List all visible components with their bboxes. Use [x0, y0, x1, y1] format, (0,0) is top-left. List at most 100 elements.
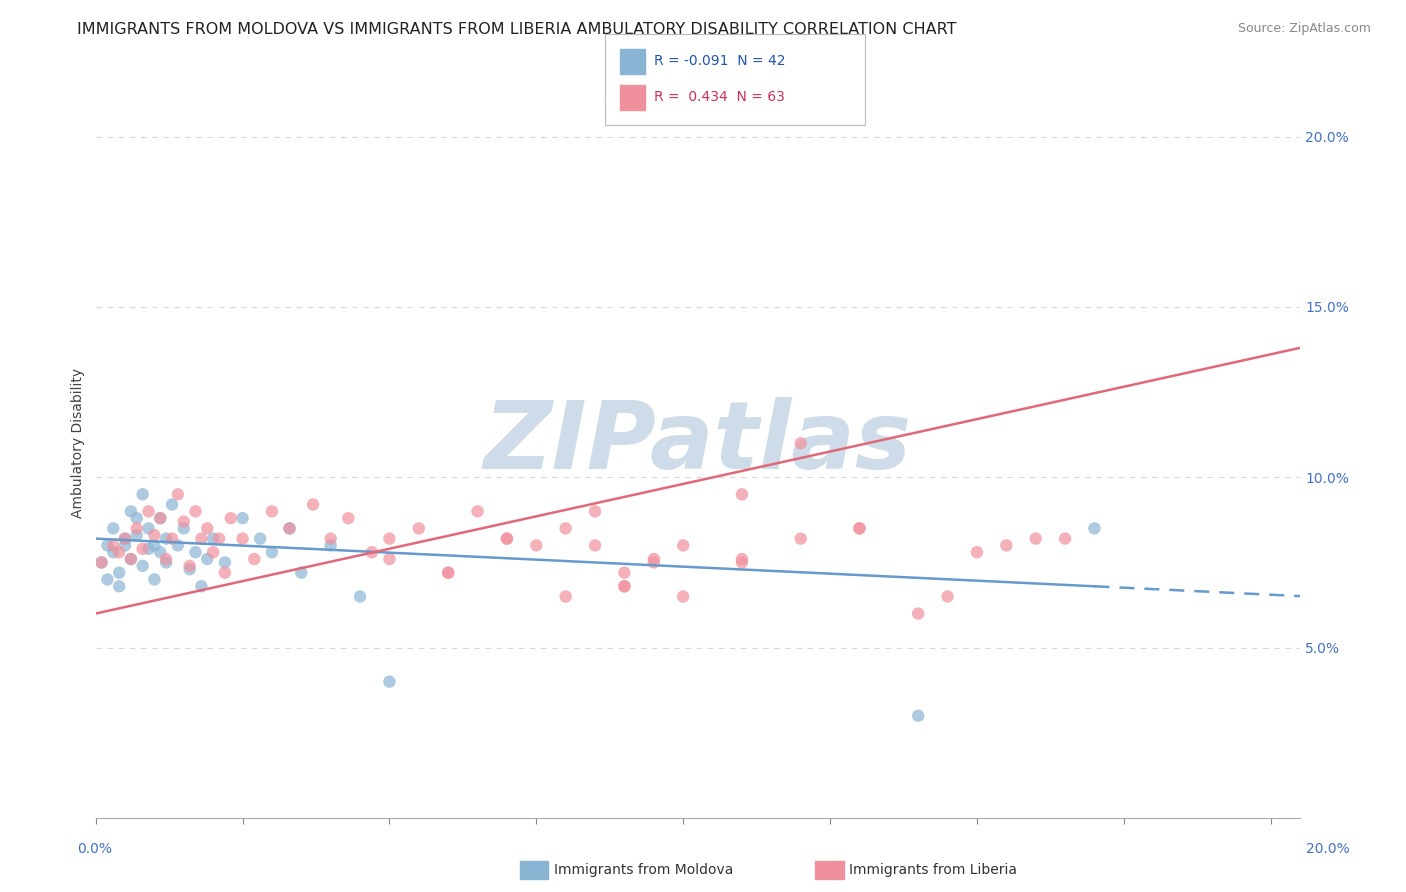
Point — [131, 487, 153, 501]
Point — [337, 511, 360, 525]
Point — [907, 607, 929, 621]
Text: Immigrants from Liberia: Immigrants from Liberia — [849, 863, 1017, 877]
Point — [848, 521, 870, 535]
Point — [114, 532, 136, 546]
Point — [125, 521, 148, 535]
Point — [173, 521, 195, 535]
Point — [160, 532, 183, 546]
Text: R = -0.091  N = 42: R = -0.091 N = 42 — [654, 54, 786, 69]
Point — [214, 556, 236, 570]
Point — [184, 504, 207, 518]
Point — [319, 538, 342, 552]
Point — [195, 521, 218, 535]
Point — [1054, 532, 1077, 546]
Point — [90, 556, 112, 570]
Point — [319, 532, 342, 546]
Text: IMMIGRANTS FROM MOLDOVA VS IMMIGRANTS FROM LIBERIA AMBULATORY DISABILITY CORRELA: IMMIGRANTS FROM MOLDOVA VS IMMIGRANTS FR… — [77, 22, 957, 37]
Point — [672, 538, 695, 552]
Point — [103, 538, 125, 552]
Point — [143, 573, 166, 587]
Text: 20.0%: 20.0% — [1306, 842, 1350, 856]
Point — [643, 556, 665, 570]
Point — [103, 545, 125, 559]
Point — [290, 566, 312, 580]
Point — [583, 538, 606, 552]
Point — [202, 545, 225, 559]
Point — [114, 532, 136, 546]
Point — [96, 538, 118, 552]
Point — [232, 511, 254, 525]
Point — [360, 545, 382, 559]
Point — [120, 504, 142, 518]
Text: Immigrants from Moldova: Immigrants from Moldova — [554, 863, 734, 877]
Point — [408, 521, 430, 535]
Point — [149, 511, 172, 525]
Point — [143, 538, 166, 552]
Point — [378, 674, 401, 689]
Point — [214, 566, 236, 580]
Point — [848, 521, 870, 535]
Point — [219, 511, 242, 525]
Point — [731, 556, 754, 570]
Point — [96, 573, 118, 587]
Point — [155, 532, 177, 546]
Point — [278, 521, 301, 535]
Point — [173, 515, 195, 529]
Point — [378, 552, 401, 566]
Point — [437, 566, 460, 580]
Point — [202, 532, 225, 546]
Text: R =  0.434  N = 63: R = 0.434 N = 63 — [654, 90, 785, 104]
Point — [1083, 521, 1105, 535]
Point — [179, 558, 201, 573]
Point — [114, 538, 136, 552]
Point — [789, 532, 811, 546]
Point — [613, 579, 636, 593]
Point — [907, 708, 929, 723]
Point — [149, 511, 172, 525]
Point — [496, 532, 519, 546]
Point — [613, 566, 636, 580]
Point — [131, 541, 153, 556]
Point — [138, 521, 160, 535]
Point — [966, 545, 988, 559]
Text: 0.0%: 0.0% — [77, 842, 112, 856]
Point — [125, 528, 148, 542]
Point — [1025, 532, 1047, 546]
Text: ZIPatlas: ZIPatlas — [484, 397, 912, 489]
Point — [108, 566, 131, 580]
Point — [260, 504, 283, 518]
Point — [125, 511, 148, 525]
Point — [613, 579, 636, 593]
Point — [160, 498, 183, 512]
Point — [232, 532, 254, 546]
Text: Source: ZipAtlas.com: Source: ZipAtlas.com — [1237, 22, 1371, 36]
Point — [155, 556, 177, 570]
Point — [260, 545, 283, 559]
Point — [524, 538, 547, 552]
Point — [995, 538, 1018, 552]
Point — [731, 552, 754, 566]
Point — [643, 552, 665, 566]
Point — [249, 532, 271, 546]
Point — [195, 552, 218, 566]
Point — [190, 532, 212, 546]
Point — [143, 528, 166, 542]
Point — [278, 521, 301, 535]
Point — [349, 590, 371, 604]
Point — [138, 541, 160, 556]
Point — [103, 521, 125, 535]
Point — [672, 590, 695, 604]
Point — [583, 504, 606, 518]
Point — [155, 552, 177, 566]
Point — [120, 552, 142, 566]
Point — [131, 558, 153, 573]
Y-axis label: Ambulatory Disability: Ambulatory Disability — [72, 368, 86, 518]
Point — [167, 538, 190, 552]
Point — [138, 504, 160, 518]
Point — [179, 562, 201, 576]
Point — [467, 504, 489, 518]
Point — [149, 545, 172, 559]
Point — [108, 545, 131, 559]
Point — [936, 590, 959, 604]
Point — [554, 590, 576, 604]
